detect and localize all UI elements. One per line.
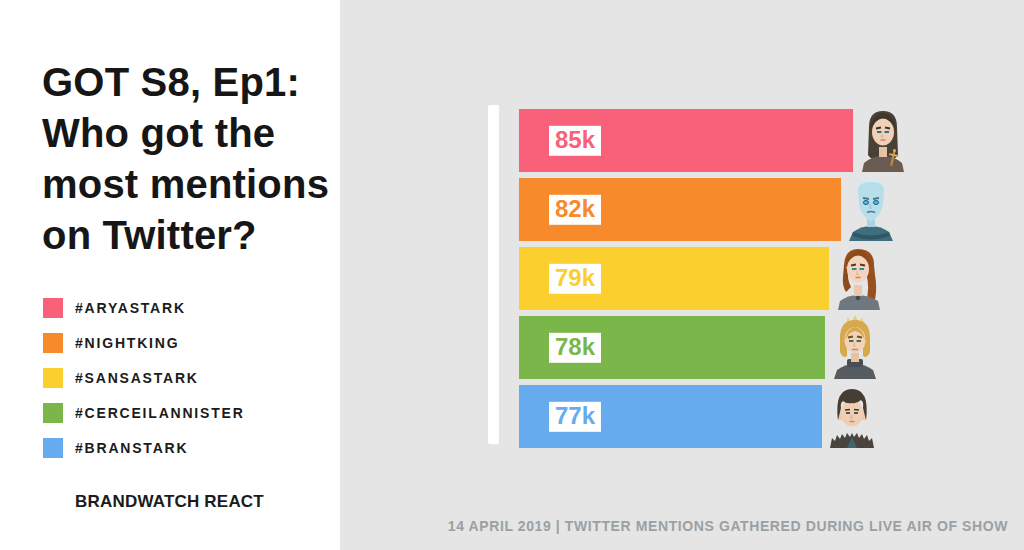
bar-aryastark: 85k [519, 109, 853, 172]
bar-sansastark: 79k [519, 247, 829, 310]
legend-swatch-icon [43, 368, 63, 388]
title-line: most mentions [42, 159, 342, 210]
legend-item-nightking: #NIGHTKING [43, 333, 245, 353]
legend-label: #BRANSTARK [75, 440, 188, 456]
bar-row-branstark: 77k [519, 383, 877, 448]
legend-label: #ARYASTARK [75, 300, 186, 316]
legend-label: #CERCEILANNISTER [75, 405, 245, 421]
legend-item-branstark: #BRANSTARK [43, 438, 245, 458]
bar-row-nightking: 82k [519, 176, 896, 241]
bar-chart: 85k 82k [340, 0, 1024, 550]
bar-row-cerceilannister: 78k [519, 314, 880, 379]
sansa-stark-avatar [834, 245, 884, 310]
title-line: GOT S8, Ep1: [42, 57, 342, 108]
legend-label: #NIGHTKING [75, 335, 179, 351]
page-title: GOT S8, Ep1: Who got the most mentions o… [42, 57, 342, 261]
cersei-lannister-avatar [830, 314, 880, 379]
legend-swatch-icon [43, 298, 63, 318]
legend-item-aryastark: #ARYASTARK [43, 298, 245, 318]
bar-cerceilannister: 78k [519, 316, 825, 379]
value-badge: 79k [549, 263, 601, 293]
bran-stark-avatar [827, 383, 877, 448]
bar-nightking: 82k [519, 178, 841, 241]
value-badge: 85k [549, 125, 601, 155]
bar-row-sansastark: 79k [519, 245, 884, 310]
title-line: Who got the [42, 108, 342, 159]
value-badge: 82k [549, 194, 601, 224]
value-badge: 77k [549, 401, 601, 431]
legend-item-sansastark: #SANSASTARK [43, 368, 245, 388]
y-axis-bar [488, 105, 499, 444]
value-badge: 78k [549, 332, 601, 362]
arya-stark-avatar [858, 107, 908, 172]
night-king-avatar [846, 176, 896, 241]
left-panel: GOT S8, Ep1: Who got the most mentions o… [0, 0, 340, 550]
brand-label: BRANDWATCH REACT [75, 492, 264, 512]
footer-caption: 14 APRIL 2019 | TWITTER MENTIONS GATHERE… [448, 518, 1008, 534]
legend: #ARYASTARK #NIGHTKING #SANSASTARK #CERCE… [43, 298, 245, 473]
title-line: on Twitter? [42, 210, 342, 261]
legend-swatch-icon [43, 403, 63, 423]
legend-swatch-icon [43, 333, 63, 353]
legend-label: #SANSASTARK [75, 370, 199, 386]
legend-item-cerceilannister: #CERCEILANNISTER [43, 403, 245, 423]
bar-branstark: 77k [519, 385, 822, 448]
infographic: GOT S8, Ep1: Who got the most mentions o… [0, 0, 1024, 550]
legend-swatch-icon [43, 438, 63, 458]
bar-row-aryastark: 85k [519, 107, 908, 172]
